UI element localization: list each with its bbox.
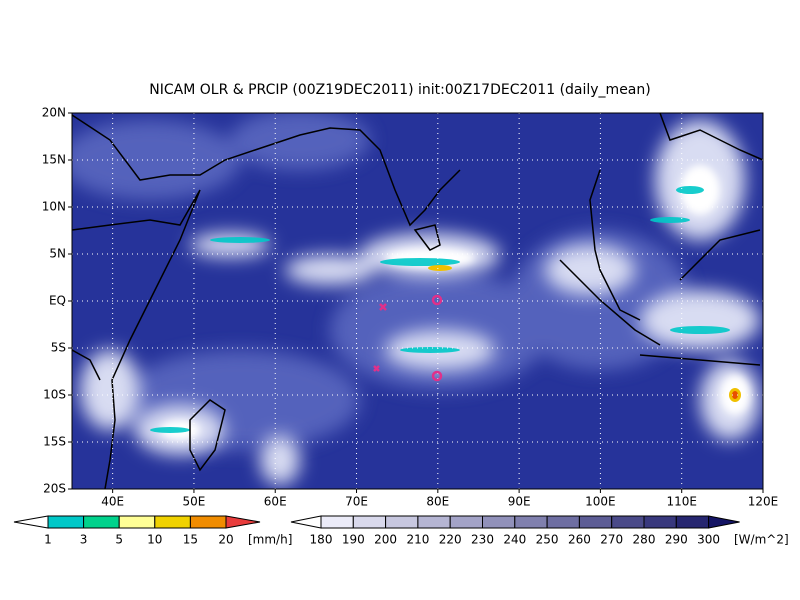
colorbar-box <box>385 515 419 529</box>
colorbar-box <box>352 515 387 529</box>
colorbar-box <box>47 515 85 529</box>
colorbar-box <box>320 515 354 529</box>
colorbar-unit: [W/m^2] <box>734 533 789 547</box>
colorbar-label: 1 <box>44 533 52 547</box>
colorbar-box <box>675 515 710 529</box>
lon-label: 50E <box>183 495 206 509</box>
colorbar-label: 300 <box>697 533 720 547</box>
colorbar-label: 230 <box>471 533 494 547</box>
colorbar-box <box>449 515 484 529</box>
colorbar-label: 290 <box>665 533 688 547</box>
colorbar-box <box>482 515 516 529</box>
colorbar-box <box>154 515 191 529</box>
lat-label: EQ <box>49 294 66 308</box>
lon-label: 70E <box>345 495 368 509</box>
grid <box>72 113 763 489</box>
colorbar-box <box>578 515 613 529</box>
lon-label: 90E <box>508 495 531 509</box>
colorbar-box <box>546 515 580 529</box>
lat-label: 15S <box>43 435 66 449</box>
colorbar-label: 260 <box>568 533 591 547</box>
colorbar-box <box>514 515 548 529</box>
lon-label: 60E <box>264 495 287 509</box>
colorbar-box <box>118 515 156 529</box>
colorbar-end <box>13 515 49 529</box>
colorbar-label: 220 <box>439 533 462 547</box>
lat-label: 5N <box>49 247 66 261</box>
colorbar-label: 3 <box>80 533 88 547</box>
colorbar-label: 5 <box>115 533 123 547</box>
colorbar-label: 180 <box>310 533 333 547</box>
lat-label: 20N <box>42 106 66 120</box>
colorbar-box <box>417 515 451 529</box>
colorbar-label: 190 <box>342 533 365 547</box>
colorbar-end <box>225 515 261 529</box>
map-field <box>72 113 763 489</box>
colorbar-label: 270 <box>600 533 623 547</box>
colorbar-end <box>708 515 740 529</box>
markers <box>373 294 443 382</box>
colorbar-label: 20 <box>218 533 233 547</box>
coastline <box>72 113 763 489</box>
lat-label: 15N <box>42 153 66 167</box>
lat-label: 20S <box>43 482 66 496</box>
colorbar-box <box>83 515 120 529</box>
title: NICAM OLR & PRCIP (00Z19DEC2011) init:00… <box>149 82 650 98</box>
colorbar-label: 240 <box>503 533 526 547</box>
lat-label: 10N <box>42 200 66 214</box>
colorbar-label: 250 <box>536 533 559 547</box>
colorbar-box <box>189 515 227 529</box>
colorbar-end <box>290 515 322 529</box>
lon-label: 110E <box>666 495 697 509</box>
colorbar-box <box>643 515 677 529</box>
colorbar-label: 10 <box>147 533 162 547</box>
lon-label: 120E <box>748 495 779 509</box>
colorbar-label: 200 <box>374 533 397 547</box>
lon-label: 40E <box>101 495 124 509</box>
colorbar-label: 210 <box>406 533 429 547</box>
colorbar-unit: [mm/h] <box>248 533 292 547</box>
lon-label: 100E <box>585 495 616 509</box>
lat-label: 5S <box>51 341 66 355</box>
colorbar-label: 15 <box>183 533 198 547</box>
colorbar-label: 280 <box>633 533 656 547</box>
colorbar-box <box>611 515 645 529</box>
lon-label: 80E <box>426 495 449 509</box>
lat-label: 10S <box>43 388 66 402</box>
